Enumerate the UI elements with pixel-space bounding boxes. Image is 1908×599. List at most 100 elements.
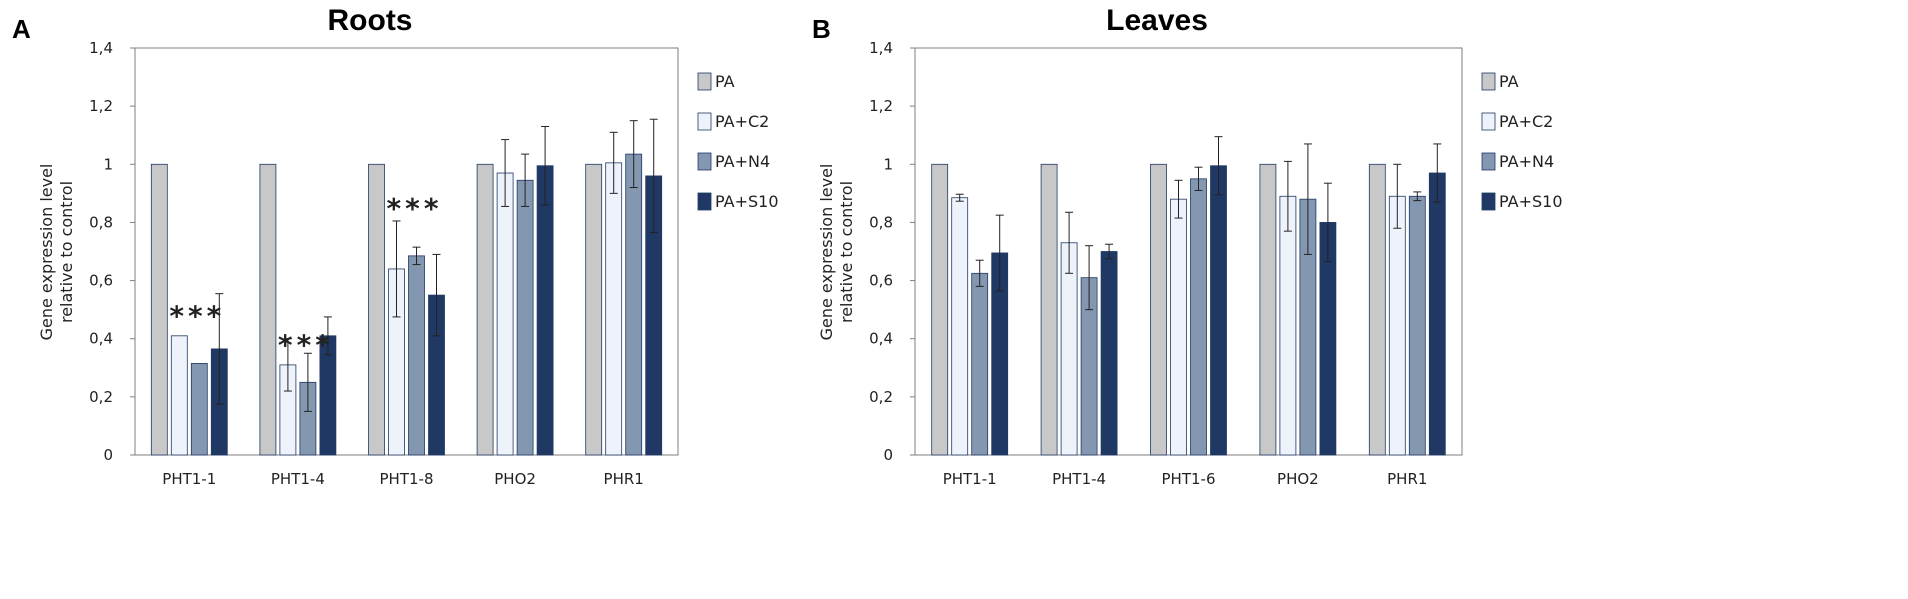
bar-group-pht1-1 [931,163,1009,456]
x-tick-label-pho2: PHO2 [1277,470,1319,488]
bar-pa-pht1-8 [368,163,385,456]
y-tick-label: 1,4 [89,39,113,57]
y-axis-label-line-2: relative to control [837,181,856,323]
bar-pa-n4-phr1 [1408,195,1426,456]
legend: PA PA+C2 PA+N4 PA+S10 [1481,72,1563,211]
y-tick-label: 1 [883,155,893,173]
legend-swatch-pa-c2 [1481,112,1496,131]
y-tick-label: 1,2 [869,97,893,115]
y-tick-label: 0,6 [89,272,113,290]
y-tick-label: 0,2 [869,388,893,406]
bar-pa-n4-phr1 [625,153,643,456]
x-tick-label-pht1-8: PHT1-8 [380,470,434,488]
bar-pa-n4-pht1-1 [190,363,208,456]
legend-label-pa: PA [1499,72,1519,91]
bar-pa-phr1 [1368,163,1386,456]
y-tick-label: 0 [103,446,113,464]
bar-pa-c2-pht1-4 [1060,242,1078,456]
x-tick-label-pht1-4: PHT1-4 [1052,470,1106,488]
bar-group-pho2 [1259,143,1337,456]
bar-group-pht1-4 [259,163,337,456]
bar-pa-pht1-4 [259,163,277,456]
y-axis-label-line-1: Gene expression level [37,164,56,341]
bar-group-pho2 [476,125,554,456]
legend-label-pa: PA [715,72,735,91]
bar-pa-c2-pho2 [496,172,514,456]
significance-marker: *** [278,329,334,362]
legend-swatch-pa-n4 [1481,152,1496,171]
plot-area [914,47,1463,456]
x-tick-label-pht1-1: PHT1-1 [943,470,997,488]
x-tick-label-pht1-1: PHT1-1 [162,470,216,488]
y-tick-label: 1,4 [869,39,893,57]
y-tick-label: 1 [103,155,113,173]
bar-group-phr1 [1368,143,1446,456]
y-axis-label-line-2: relative to control [57,181,76,323]
y-axis-label: Gene expression level relative to control [37,164,76,341]
bar-group-pht1-4 [1040,163,1118,456]
legend-label-pa-c2: PA+C2 [715,112,769,131]
bar-pa-c2-pht1-1 [170,335,188,456]
legend-label-pa-n4: PA+N4 [1499,152,1554,171]
bar-pa-s10-pht1-6 [1210,165,1227,456]
x-tick-label-phr1: PHR1 [1387,470,1427,488]
significance-marker: *** [169,300,225,333]
bar-pa-phr1 [585,163,603,456]
bar-pa-pht1-4 [1040,163,1058,456]
y-tick-label: 0,6 [869,272,893,290]
panel-letter: A [12,14,31,44]
significance-marker: *** [387,192,443,225]
chart-panel-a: A Roots 0 0,2 0,4 0,6 0,8 1 1,2 1,4 Gene expressio… [12,4,779,488]
bar-pa-n4-pho2 [516,179,534,456]
bar-pa-pht1-1 [150,163,168,456]
chart-panel-b: B Leaves 0 0,2 0,4 0,6 0,8 1 1,2 1,4 Gene expressi… [812,4,1563,488]
bar-pa-c2-pht1-1 [951,197,969,456]
legend-swatch-pa-c2 [697,112,712,131]
legend-swatch-pa [1481,72,1496,91]
bar-pa-c2-pho2 [1279,195,1297,456]
bar-group-pht1-1 [150,163,228,456]
bar-pa-pho2 [476,163,494,456]
legend-swatch-pa-n4 [697,152,712,171]
bar-pa-s10-pht1-4 [1100,251,1118,456]
bar-pa-n4-pht1-8 [408,255,425,456]
bar-pa-s10-phr1 [1428,172,1446,456]
chart-title: Roots [328,4,413,37]
bar-pa-pht1-6 [1150,163,1167,456]
bar-pa-n4-pht1-6 [1190,178,1207,456]
legend-label-pa-n4: PA+N4 [715,152,770,171]
plot-area [134,47,679,456]
y-tick-label: 1,2 [89,97,113,115]
legend-swatch-pa-s10 [697,192,712,211]
bar-pa-n4-pht1-1 [971,272,989,456]
y-tick-label: 0 [883,446,893,464]
legend-swatch-pa-s10 [1481,192,1496,211]
bar-pa-c2-phr1 [605,162,623,456]
y-axis-label-line-1: Gene expression level [817,164,836,341]
bar-pa-pht1-1 [931,163,949,456]
bar-group-phr1 [585,118,663,456]
bar-pa-c2-phr1 [1388,195,1406,456]
y-tick-label: 0,4 [89,330,113,348]
bar-group-pht1-8 [368,163,445,456]
legend-label-pa-s10: PA+S10 [715,192,779,211]
y-tick-label: 0,8 [869,213,893,231]
x-tick-label-pht1-4: PHT1-4 [271,470,325,488]
x-tick-label-pht1-6: PHT1-6 [1162,470,1216,488]
bar-group-pht1-6 [1150,136,1227,456]
chart-title: Leaves [1106,4,1208,37]
y-tick-label: 0,2 [89,388,113,406]
legend-swatch-pa [697,72,712,91]
y-tick-label: 0,8 [89,213,113,231]
y-axis-label: Gene expression level relative to control [817,164,856,341]
legend-label-pa-c2: PA+C2 [1499,112,1553,131]
panel-letter: B [812,14,831,44]
legend-label-pa-s10: PA+S10 [1499,192,1563,211]
bar-pa-pho2 [1259,163,1277,456]
legend: PA PA+C2 PA+N4 PA+S10 [697,72,779,211]
y-tick-label: 0,4 [869,330,893,348]
x-tick-label-pho2: PHO2 [494,470,536,488]
bar-pa-c2-pht1-6 [1170,198,1187,456]
x-tick-label-phr1: PHR1 [604,470,644,488]
